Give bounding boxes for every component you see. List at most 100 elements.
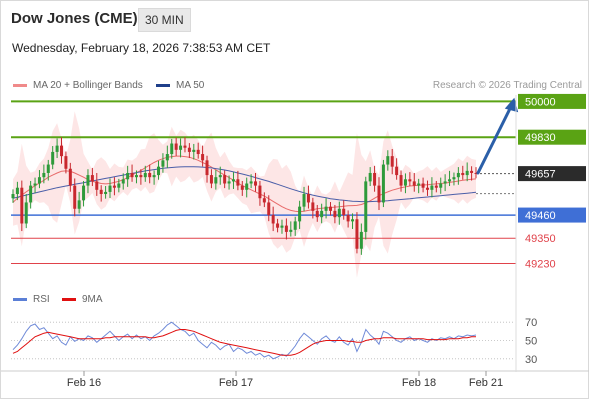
candle-body (342, 208, 346, 216)
candle-body (373, 172, 377, 186)
candle-body (298, 206, 302, 222)
candle-body (68, 168, 72, 186)
rsi-line (12, 321, 477, 360)
level-label-49350: 49350 (525, 233, 556, 245)
level-box-49830 (518, 129, 586, 145)
forecast-arrow-shaft (476, 103, 514, 175)
legend-rsi-ma: 9MA (62, 294, 103, 305)
candle-body (359, 231, 363, 249)
candle-body (434, 185, 438, 188)
ma50-line (12, 166, 477, 203)
candle-body (337, 208, 341, 218)
candle-body (403, 179, 407, 186)
candle-body (249, 181, 253, 184)
ma50-swatch (156, 83, 170, 87)
candle-body (470, 170, 474, 173)
candle-body (86, 175, 90, 186)
x-tick-label-feb-18: Feb 18 (402, 377, 436, 389)
candle-body (112, 185, 116, 188)
candle-body (271, 215, 275, 224)
candle-body (333, 210, 337, 218)
candle-body (55, 145, 59, 152)
rsi-ma-swatch (62, 297, 76, 301)
candle-body (452, 177, 456, 180)
candle-body (174, 143, 178, 150)
candle-body (355, 219, 359, 249)
rsi-swatch (13, 297, 27, 301)
candle-body (165, 154, 169, 161)
level-label-49460: 49460 (525, 210, 556, 222)
x-tick-label-feb-21: Feb 21 (469, 377, 503, 389)
rsi-tick-70: 70 (525, 317, 537, 329)
candle-body (51, 151, 55, 165)
candle-body (351, 219, 355, 222)
candle-body (46, 164, 50, 173)
candle-body (254, 181, 258, 186)
candle-body (214, 177, 218, 184)
timeframe-badge[interactable]: 30 MIN (138, 8, 191, 32)
candle-body (108, 185, 112, 192)
rsi-ma-line (12, 329, 476, 356)
candle-body (439, 183, 443, 188)
x-tick-label-feb-16: Feb 16 (67, 377, 101, 389)
legend-rsi: RSI (13, 294, 50, 305)
candle-body (139, 175, 143, 178)
candle-body (117, 183, 121, 188)
rsi-tick-30: 30 (525, 354, 537, 366)
candle-body (24, 202, 28, 224)
candles (11, 137, 478, 255)
candle-body (196, 149, 200, 155)
legend-ma20: MA 20 + Bollinger Bands (13, 80, 143, 91)
candle-body (448, 179, 452, 182)
forecast-arrow-head (504, 97, 519, 113)
candle-body (95, 181, 99, 190)
research-credit: Research © 2026 Trading Central (432, 80, 582, 91)
candle-body (183, 145, 187, 148)
candle-body (258, 185, 262, 199)
ma20-line (12, 155, 477, 213)
header: Dow Jones (CME) 30 MIN (0, 0, 590, 36)
candle-body (37, 177, 41, 184)
level-label-49657: 49657 (525, 169, 556, 181)
candle-body (201, 154, 205, 161)
candle-body (346, 215, 350, 222)
level-box-49657 (518, 166, 586, 182)
candle-body (399, 175, 403, 186)
candle-body (90, 175, 94, 182)
timestamp: Wednesday, February 18, 2026 7:38:53 AM … (12, 41, 271, 55)
candle-body (15, 187, 19, 195)
rsi-tick-50: 50 (525, 336, 537, 348)
candle-body (121, 179, 125, 184)
candle-body (324, 206, 328, 211)
candle-body (245, 183, 249, 190)
candle-body (99, 189, 103, 195)
candle-body (218, 175, 222, 178)
candle-body (284, 225, 288, 232)
candle-body (390, 156, 394, 167)
candle-body (328, 206, 332, 211)
candle-body (205, 160, 209, 176)
candle-body (77, 200, 81, 209)
candle-body (11, 194, 15, 199)
candle-body (280, 225, 284, 228)
candle-body (60, 145, 64, 157)
candle-body (417, 183, 421, 186)
x-tick-label-feb-17: Feb 17 (219, 377, 253, 389)
candle-body (29, 185, 33, 203)
candle-body (104, 191, 108, 195)
candle-body (368, 172, 372, 182)
candle-body (152, 175, 156, 178)
candle-body (381, 164, 385, 203)
candle-body (443, 181, 447, 184)
candle-body (179, 145, 183, 150)
candle-body (231, 179, 235, 182)
candle-body (170, 143, 174, 155)
rsi-legend-label: RSI (33, 294, 50, 305)
candle-body (267, 202, 271, 216)
candle-body (320, 210, 324, 218)
candle-body (425, 187, 429, 190)
rsi-ma-legend-label: 9MA (82, 294, 103, 305)
candle-body (64, 156, 68, 169)
candle-body (240, 185, 244, 190)
